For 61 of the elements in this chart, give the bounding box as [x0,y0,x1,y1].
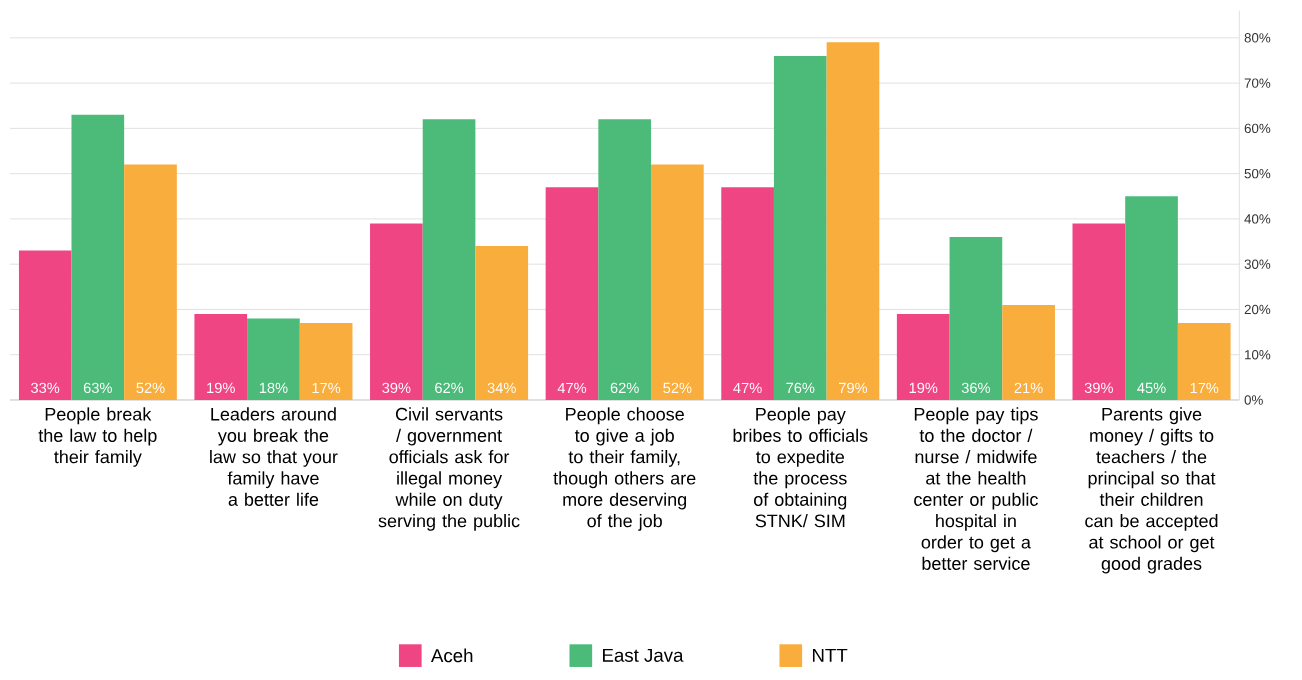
data-label: 36% [961,382,991,394]
bar [949,237,1003,400]
y-tick-label: 80% [1244,33,1271,43]
legend-label: NTT [812,648,848,662]
bar [18,250,72,400]
data-label: 19% [909,382,938,394]
bar [71,114,125,400]
data-label: 45% [1137,382,1166,394]
data-label: 39% [1084,382,1113,394]
data-label: 21% [1014,382,1043,394]
y-tick-label: 10% [1245,350,1271,360]
bar [896,313,950,400]
bar [475,246,529,400]
bar [299,323,353,400]
data-label: 79% [839,382,868,394]
bar [598,119,652,400]
data-label: 76% [786,382,815,394]
data-label: 52% [136,382,165,394]
bar [545,187,599,400]
y-tick-label: 60% [1244,123,1271,134]
x-tick-label: Leaders around you break the law so that your family have a better life [210,407,338,506]
bar [370,223,423,400]
data-label: 33% [31,382,60,394]
data-label: 19% [207,382,235,394]
bar [194,313,248,400]
data-label: 18% [259,382,288,394]
legend-label: East Java [603,648,684,662]
x-tick-label: People pay bribes to officials to expedite the process of obtaining STNK/ SIM [733,407,868,528]
data-label: 47% [733,382,762,394]
data-label: 47% [557,382,587,394]
bar [1002,304,1055,400]
y-tick-label: 30% [1244,259,1271,269]
x-tick-label: Civil servants / government officials ask for illegal money while on duty serving the public [378,407,520,531]
bar [124,164,177,400]
y-tick-label: 0% [1244,395,1263,405]
y-tick-label: 20% [1244,304,1271,315]
data-label: 52% [663,382,692,394]
data-label: 62% [435,382,464,394]
bar [1125,196,1178,400]
x-tick-label: People pay tips to the doctor / nurse / midwife at the health center or public hospital in order to get a better service [914,407,1038,570]
bar [721,187,774,400]
bar [1072,223,1126,400]
data-label: 34% [487,382,516,394]
bar [773,55,827,400]
y-tick-label: 50% [1244,168,1271,179]
data-label: 17% [312,382,341,394]
x-tick-label: People choose to give a job to their family, though others are more deserving of the job [553,407,696,531]
bar [826,42,880,400]
data-label: 39% [382,382,411,394]
bar [1177,323,1231,400]
data-label: 17% [1190,382,1219,394]
y-tick-label: 40% [1244,214,1271,224]
y-tick-label: 70% [1244,78,1271,88]
bar [422,119,476,400]
legend-label: Aceh [430,648,473,663]
bar [247,318,300,400]
x-tick-label: People break the law to help their family [38,407,157,467]
x-tick-label: Parents give money / gifts to teachers / the principal so that their children can be accepted at school or get good grades [1085,407,1218,574]
data-label: 63% [83,382,112,394]
bar [651,164,704,400]
data-label: 62% [610,382,639,394]
